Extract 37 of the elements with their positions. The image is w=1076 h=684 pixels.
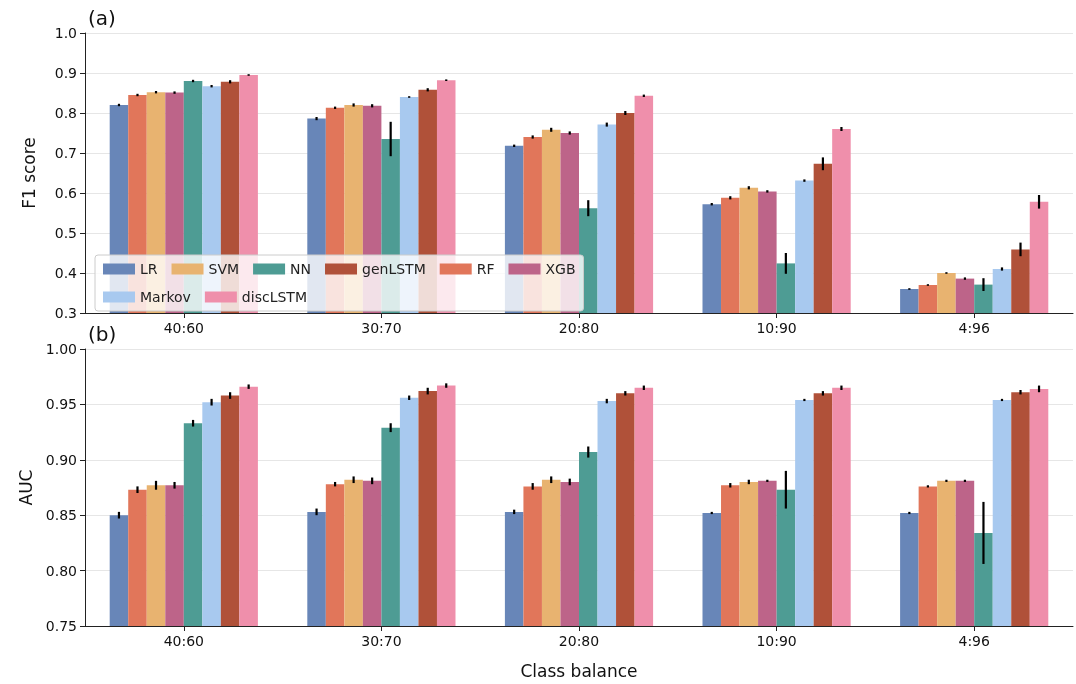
x-tick-label: 30:70 <box>361 633 402 649</box>
y-axis-title: F1 score <box>18 137 39 209</box>
y-tick-label: 0.85 <box>45 507 77 524</box>
legend-label: RF <box>476 261 495 277</box>
legend-label: NN <box>290 261 312 277</box>
legend-label: SVM <box>208 261 240 277</box>
y-axis-title: AUC <box>16 469 37 506</box>
x-tick-label: 4:96 <box>958 633 990 649</box>
y-tick-label: 0.75 <box>45 618 77 634</box>
x-tick-label: 20:80 <box>558 320 600 336</box>
x-axis-title: Class balance <box>520 660 638 681</box>
x-tick-label: 20:80 <box>558 633 600 649</box>
legend-label: LR <box>140 261 158 277</box>
y-tick-label: 1.0 <box>54 25 77 41</box>
legend-label: Markov <box>140 289 191 305</box>
chart-title: (a) <box>88 6 116 30</box>
y-tick-label: 0.80 <box>45 562 77 579</box>
y-tick-label: 0.5 <box>54 225 77 241</box>
x-tick-label: 4:96 <box>958 320 990 336</box>
x-tick-label: 10:90 <box>756 633 797 649</box>
y-tick-label: 0.95 <box>45 396 77 413</box>
legend-label: discLSTM <box>241 289 307 305</box>
legend-label: XGB <box>545 261 576 277</box>
y-tick-label: 0.6 <box>54 185 78 201</box>
y-tick-label: 0.7 <box>54 145 77 161</box>
y-tick-label: 0.3 <box>54 305 77 321</box>
legend-label: genLSTM <box>362 261 426 277</box>
y-tick-label: 1.00 <box>45 341 77 357</box>
y-tick-label: 0.4 <box>54 265 78 281</box>
x-tick-label: 40:60 <box>163 633 204 649</box>
x-tick-label: 10:90 <box>756 320 797 336</box>
x-tick-label: 40:60 <box>163 320 204 336</box>
chart-title: (b) <box>88 322 117 346</box>
y-tick-label: 0.8 <box>54 105 77 121</box>
y-tick-label: 0.90 <box>45 451 77 468</box>
y-tick-label: 0.9 <box>54 65 77 81</box>
x-tick-label: 30:70 <box>361 320 402 336</box>
